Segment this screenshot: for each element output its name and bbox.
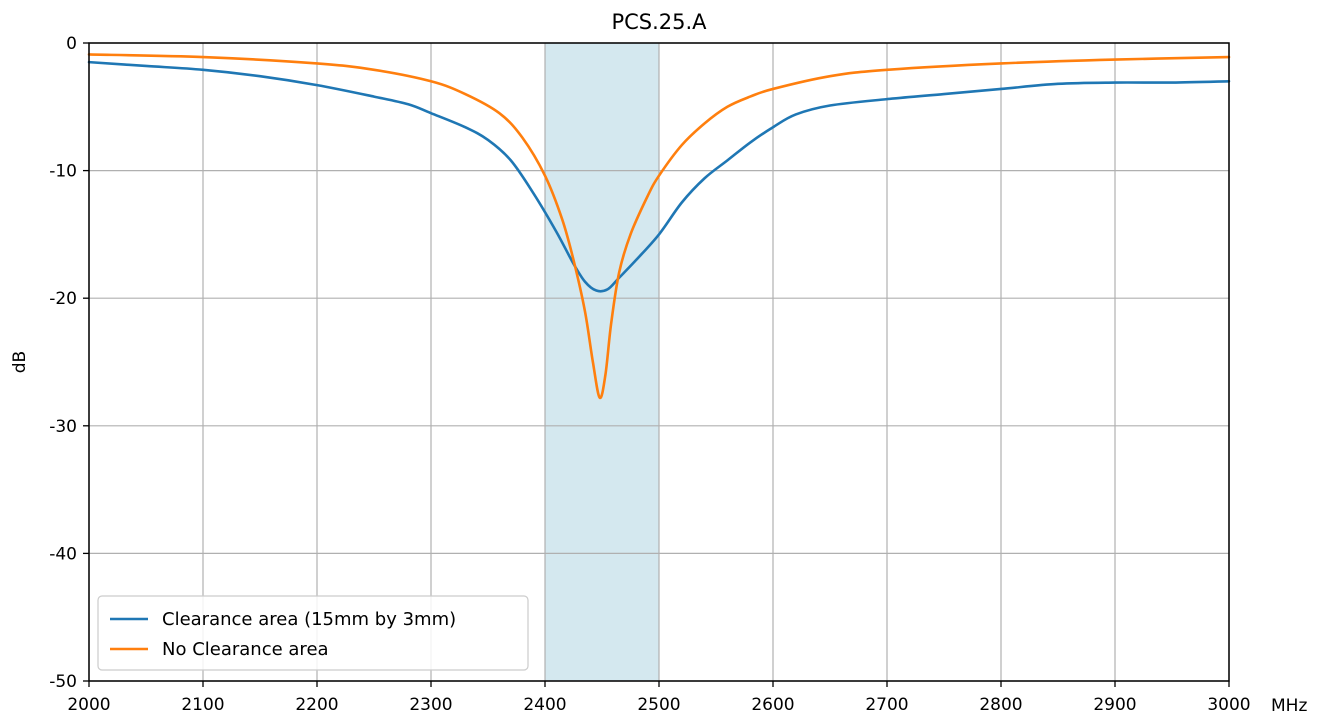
x-tick-label: 3000 <box>1207 695 1250 715</box>
legend-label-1: Clearance area (15mm by 3mm) <box>162 609 456 630</box>
x-unit-label: MHz <box>1271 696 1307 716</box>
legend-label-2: No Clearance area <box>162 639 329 660</box>
x-tick-label: 2900 <box>1093 695 1136 715</box>
y-tick-label: -10 <box>49 162 77 182</box>
x-tick-label: 2300 <box>409 695 452 715</box>
y-axis-label: dB <box>10 351 30 373</box>
x-tick-label: 2600 <box>751 695 794 715</box>
x-tick-label: 2100 <box>181 695 224 715</box>
x-tick-label: 2000 <box>67 695 110 715</box>
series-line-2 <box>87 53 1231 400</box>
x-tick-label: 2500 <box>637 695 680 715</box>
legend-box <box>97 595 529 671</box>
chart-title: PCS.25.A <box>611 10 707 34</box>
y-tick-label: -20 <box>49 289 77 309</box>
series-line-1 <box>87 60 1231 293</box>
y-tick-label: -50 <box>49 672 77 692</box>
y-tick-label: -40 <box>49 544 77 564</box>
x-tick-label: 2700 <box>865 695 908 715</box>
x-tick-label: 2200 <box>295 695 338 715</box>
highlight-band <box>544 42 660 682</box>
x-tick-label: 2800 <box>979 695 1022 715</box>
y-tick-label: 0 <box>66 34 77 54</box>
x-tick-label: 2400 <box>523 695 566 715</box>
y-tick-label: -30 <box>49 417 77 437</box>
